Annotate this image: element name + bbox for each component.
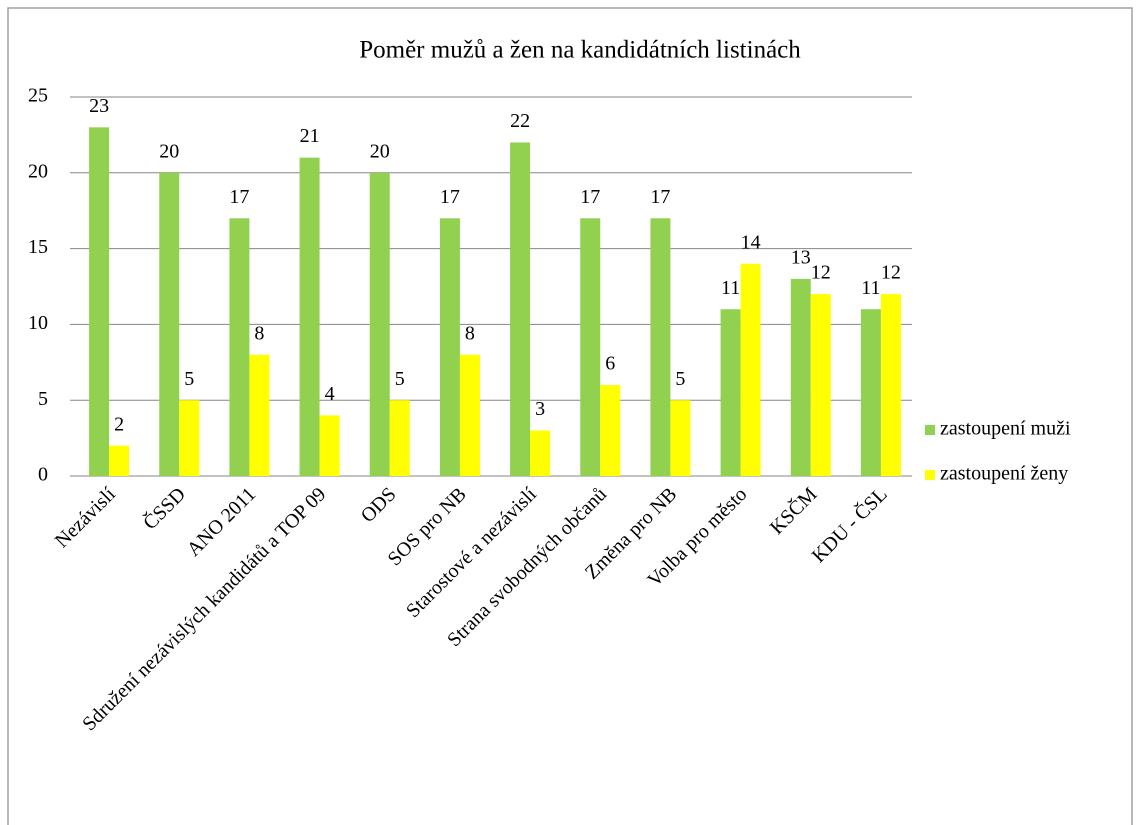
chart-border — [7, 7, 1133, 825]
value-label: 12 — [881, 262, 901, 284]
value-label: 14 — [741, 231, 761, 253]
value-label: 20 — [159, 140, 179, 162]
bar — [650, 218, 671, 476]
value-label: 20 — [370, 140, 390, 162]
y-tick-label: 5 — [38, 388, 48, 410]
value-label: 11 — [861, 277, 880, 299]
bar — [249, 354, 270, 476]
value-label: 5 — [184, 368, 194, 390]
value-label: 22 — [510, 110, 530, 132]
value-label: 5 — [395, 368, 405, 390]
bar — [860, 309, 881, 476]
chart-title: Poměr mužů a žen na kandidátních listiná… — [359, 37, 801, 64]
bar — [740, 263, 761, 476]
bar — [439, 218, 460, 476]
value-label: 21 — [300, 125, 320, 147]
x-tick-label: ČSSD — [138, 482, 190, 534]
bar — [389, 400, 410, 476]
value-label: 13 — [791, 247, 811, 269]
value-label: 17 — [440, 186, 460, 208]
x-tick-label: KSČM — [764, 482, 821, 539]
value-label: 23 — [89, 95, 109, 117]
bar — [790, 278, 811, 476]
value-label: 17 — [229, 186, 249, 208]
y-tick-label: 20 — [28, 160, 48, 182]
value-label: 8 — [254, 322, 264, 344]
bar — [600, 385, 621, 476]
x-tick-label: Sdružení nezávislých kandidátů a TOP 09 — [78, 483, 330, 735]
bar — [319, 415, 340, 476]
value-label: 11 — [721, 277, 740, 299]
legend-label: zastoupení ženy — [940, 463, 1068, 485]
bar — [459, 354, 480, 476]
value-label: 2 — [114, 413, 124, 435]
bar — [229, 218, 250, 476]
bar — [89, 127, 110, 476]
x-tick-label: ODS — [357, 483, 401, 527]
bar — [109, 445, 130, 476]
bar — [179, 400, 200, 476]
bar — [580, 218, 601, 476]
value-label: 6 — [605, 353, 615, 375]
value-label: 4 — [325, 383, 335, 405]
legend-swatch — [925, 425, 935, 435]
value-label: 3 — [535, 398, 545, 420]
legend-label: zastoupení muži — [940, 418, 1071, 440]
y-tick-label: 10 — [28, 312, 48, 334]
bar — [299, 157, 320, 476]
value-label: 12 — [811, 262, 831, 284]
bar — [369, 172, 390, 477]
bar — [670, 400, 691, 476]
bar — [510, 142, 531, 477]
bar — [720, 309, 741, 476]
x-tick-label: KDU - ČSL — [806, 482, 891, 567]
value-label: 17 — [580, 186, 600, 208]
value-label: 17 — [650, 186, 670, 208]
x-tick-label: Nezávislí — [51, 483, 120, 552]
bar — [159, 172, 180, 477]
x-tick-label: Starostové a nezávislí — [402, 483, 541, 622]
bar — [880, 294, 901, 476]
y-tick-label: 25 — [28, 85, 48, 107]
legend-swatch — [925, 470, 935, 480]
value-label: 5 — [675, 368, 685, 390]
bar — [530, 430, 551, 476]
y-tick-label: 0 — [38, 464, 48, 486]
value-label: 8 — [465, 322, 475, 344]
bar — [810, 294, 831, 476]
y-tick-label: 15 — [28, 236, 48, 258]
